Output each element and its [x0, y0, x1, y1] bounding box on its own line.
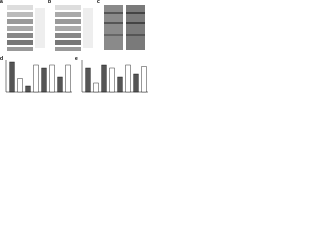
bar [25, 85, 31, 93]
bar [101, 64, 107, 93]
panel-label: a [0, 0, 3, 5]
bar [141, 66, 147, 93]
bar [125, 64, 131, 93]
figure: a b c d e [0, 0, 148, 93]
bar [117, 76, 123, 93]
panel-label: d [0, 56, 3, 62]
bar [109, 67, 115, 93]
gel [104, 5, 145, 50]
panel-label: c [97, 0, 100, 5]
bar [93, 82, 99, 93]
bar [65, 64, 71, 93]
bar [17, 78, 23, 93]
bar [133, 73, 139, 93]
panel-label: e [75, 56, 78, 62]
blot [55, 5, 93, 51]
blot [7, 5, 45, 51]
bar [33, 64, 39, 93]
panel-label: b [48, 0, 51, 5]
bar [9, 61, 15, 93]
bar [57, 76, 63, 93]
bar [41, 67, 47, 93]
bar [85, 67, 91, 93]
bar [49, 64, 55, 93]
